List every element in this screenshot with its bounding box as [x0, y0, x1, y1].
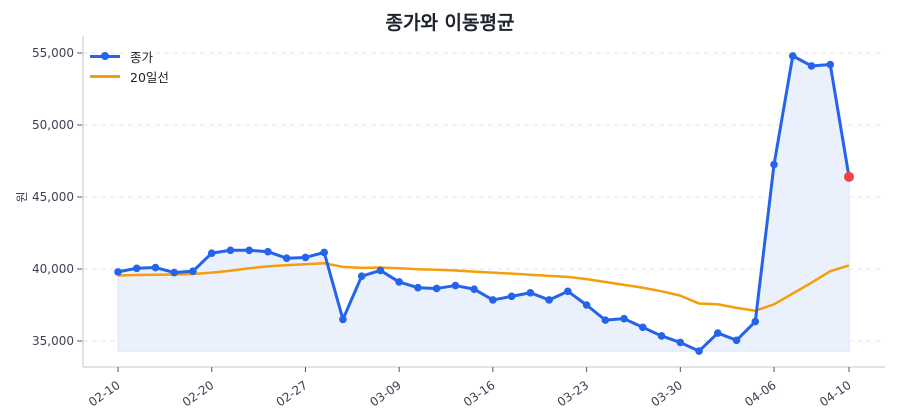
data-point — [264, 247, 272, 256]
x-tick-label: 02-20 — [180, 378, 217, 409]
x-tick-label: 03-16 — [461, 378, 498, 409]
data-point — [788, 52, 797, 60]
data-point — [489, 296, 497, 304]
y-axis-label: 원 — [15, 191, 29, 202]
data-point — [132, 264, 141, 273]
data-point — [695, 347, 703, 355]
legend-line-icon — [90, 74, 120, 78]
data-point — [564, 287, 572, 296]
x-tick-label: 02-27 — [274, 378, 311, 409]
legend: 종가 20일선 — [90, 46, 169, 86]
data-point — [432, 284, 441, 293]
chart-title: 종가와 이동평균 — [385, 12, 515, 34]
x-tick-label: 04-10 — [817, 378, 854, 409]
data-point — [770, 160, 778, 169]
data-point — [357, 272, 366, 281]
close-fill-area — [117, 55, 850, 352]
data-point — [807, 62, 816, 70]
ma20-line — [117, 261, 850, 313]
data-point — [320, 248, 328, 257]
data-point — [470, 285, 478, 293]
data-point — [657, 332, 666, 340]
data-point — [582, 301, 591, 309]
legend-line-marker-icon — [90, 51, 120, 60]
data-point — [639, 323, 647, 332]
data-point — [301, 253, 310, 262]
data-point — [545, 296, 553, 304]
close-line — [117, 54, 851, 353]
x-tick-label: 02-10 — [86, 378, 123, 409]
data-point — [732, 336, 741, 345]
x-tick-label: 03-09 — [367, 378, 404, 409]
data-point — [601, 316, 610, 324]
data-point — [676, 338, 685, 347]
legend-item-close: 종가 — [90, 46, 169, 66]
data-point — [507, 292, 516, 301]
data-point — [620, 314, 628, 323]
legend-label: 종가 — [130, 49, 154, 65]
data-point — [170, 268, 179, 277]
y-tick-label: 35,000 — [32, 334, 74, 348]
data-point — [207, 249, 216, 257]
data-point — [395, 278, 403, 286]
data-point — [245, 246, 254, 255]
data-point — [526, 288, 535, 297]
x-tick-label: 03-30 — [648, 378, 685, 409]
data-point — [751, 317, 760, 326]
data-point — [826, 60, 835, 69]
data-point — [282, 254, 291, 262]
data-point — [226, 246, 235, 255]
data-point — [151, 263, 160, 272]
data-point — [114, 268, 122, 276]
data-point — [189, 267, 197, 275]
legend-label: 20일선 — [130, 69, 169, 85]
y-tick-label: 55,000 — [32, 46, 74, 60]
data-point — [451, 281, 460, 290]
data-point — [713, 329, 722, 337]
data-point — [339, 315, 347, 324]
legend-item-ma20: 20일선 — [90, 66, 169, 86]
data-point — [414, 283, 422, 292]
y-tick-label: 40,000 — [32, 262, 74, 276]
y-tick-label: 50,000 — [32, 118, 74, 132]
y-tick-label: 45,000 — [32, 190, 74, 204]
x-tick-label: 04-06 — [742, 378, 779, 409]
last-point-marker — [844, 171, 854, 182]
data-point — [376, 266, 385, 275]
x-tick-label: 03-23 — [555, 378, 592, 409]
